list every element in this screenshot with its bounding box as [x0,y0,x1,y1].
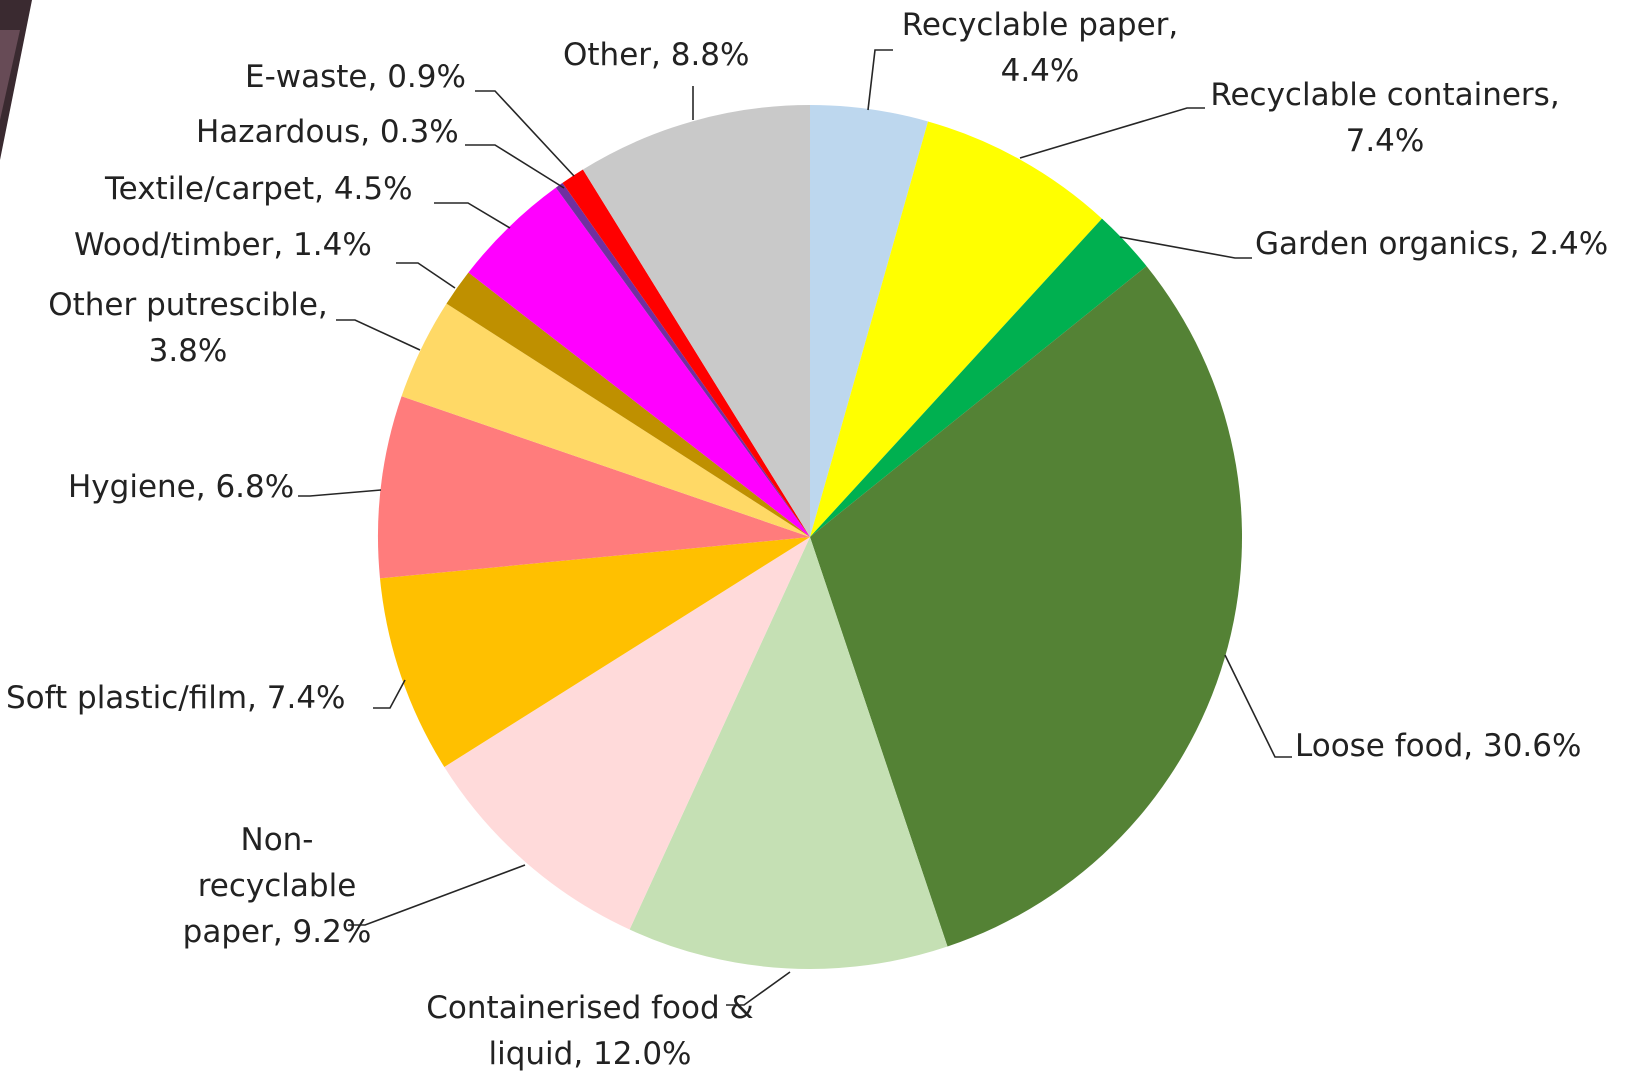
slice-label-line: Non- [241,822,314,858]
leader-line-recyclable-paper [867,49,893,111]
slice-labels: Recyclable paper, 4.4% Recyclable containe… [6,7,1608,1072]
slice-label-other-putrescible: Other putrescible, 3.8% [48,287,328,369]
slice-label-line: Recyclable containers, [1210,77,1559,113]
slice-label-wood-timber: Wood/timber, 1.4% [74,227,372,263]
slice-label-line: Other putrescible, [48,287,328,323]
slice-label-other: Other, 8.8% [563,37,749,73]
slice-label-non-recyclable-paper: Non-recyclable paper, 9.2% [183,822,372,950]
slice-label-recyclable-containers: Recyclable containers, 7.4% [1210,77,1559,159]
slice-label-loose-food: Loose food, 30.6% [1295,728,1581,764]
leader-line-garden-organics [1119,236,1252,259]
slice-label-line: Containerised food & [426,990,753,1026]
pie-slice-hazardous [555,182,810,537]
leader-line-soft-plastic-film [373,679,406,709]
slice-label-containerised-food-liquid: Containerised food & liquid, 12.0% [426,990,753,1072]
slice-label-line: E-waste, 0.9% [245,59,466,95]
pie-slice-garden-organics [810,218,1147,538]
leader-line-hazardous [465,144,565,189]
pie-slice-other-putrescible [401,303,810,537]
slice-label-line: 7.4% [1346,123,1425,159]
slice-label-textile-carpet: Textile/carpet, 4.5% [104,171,413,207]
slice-label-line: Recyclable paper, [902,7,1179,43]
leader-line-recyclable-containers [1019,107,1205,159]
slice-label-line: paper, 9.2% [183,914,372,950]
slice-label-line: Loose food, 30.6% [1295,728,1581,764]
slice-label-line: Other, 8.8% [563,37,749,73]
pie-slices [378,105,1243,969]
corner-photo-fragment [0,0,32,160]
slice-label-garden-organics: Garden organics, 2.4% [1255,226,1608,262]
leader-line-e-waste [475,90,575,177]
slice-label-line: 4.4% [1001,53,1080,89]
pie-slice-non-recyclable-paper [444,537,810,930]
pie-slice-recyclable-paper [810,105,929,537]
slice-label-line: 3.8% [149,333,228,369]
slice-label-hygiene: Hygiene, 6.8% [68,469,294,505]
slice-label-e-waste: E-waste, 0.9% [245,59,466,95]
pie-slice-loose-food [810,266,1243,947]
slice-label-line: Textile/carpet, 4.5% [104,171,413,207]
leader-lines [298,49,1292,1006]
pie-slice-textile-carpet [468,187,810,537]
pie-slice-hygiene [378,396,810,579]
pie-slice-containerised-food-liquid [629,537,948,969]
pie-slice-soft-plastic-film [379,537,810,767]
slice-label-soft-plastic-film: Soft plastic/film, 7.4% [6,680,346,716]
slice-label-line: Hazardous, 0.3% [196,114,459,150]
pie-slice-recyclable-containers [810,121,1102,537]
pie-slice-wood-timber [446,272,810,537]
leader-line-other-putrescible [336,319,421,351]
leader-line-containerised-food-liquid [726,971,791,1006]
slice-label-line: Hygiene, 6.8% [68,469,294,505]
leader-line-wood-timber [396,262,456,289]
slice-label-line: Soft plastic/film, 7.4% [6,680,346,716]
pie-slice-e-waste [562,169,810,537]
slice-label-line: Garden organics, 2.4% [1255,226,1608,262]
pie-slice-other [582,105,810,537]
slice-label-recyclable-paper: Recyclable paper, 4.4% [902,7,1179,89]
leader-line-non-recyclable-paper [348,864,526,926]
slice-label-line: Wood/timber, 1.4% [74,227,372,263]
leader-line-textile-carpet [434,202,511,229]
slice-label-hazardous: Hazardous, 0.3% [196,114,459,150]
leader-line-loose-food [1224,654,1292,758]
slice-label-line: recyclable [198,868,357,904]
leader-line-hygiene [298,489,382,497]
slice-label-line: liquid, 12.0% [488,1036,691,1072]
